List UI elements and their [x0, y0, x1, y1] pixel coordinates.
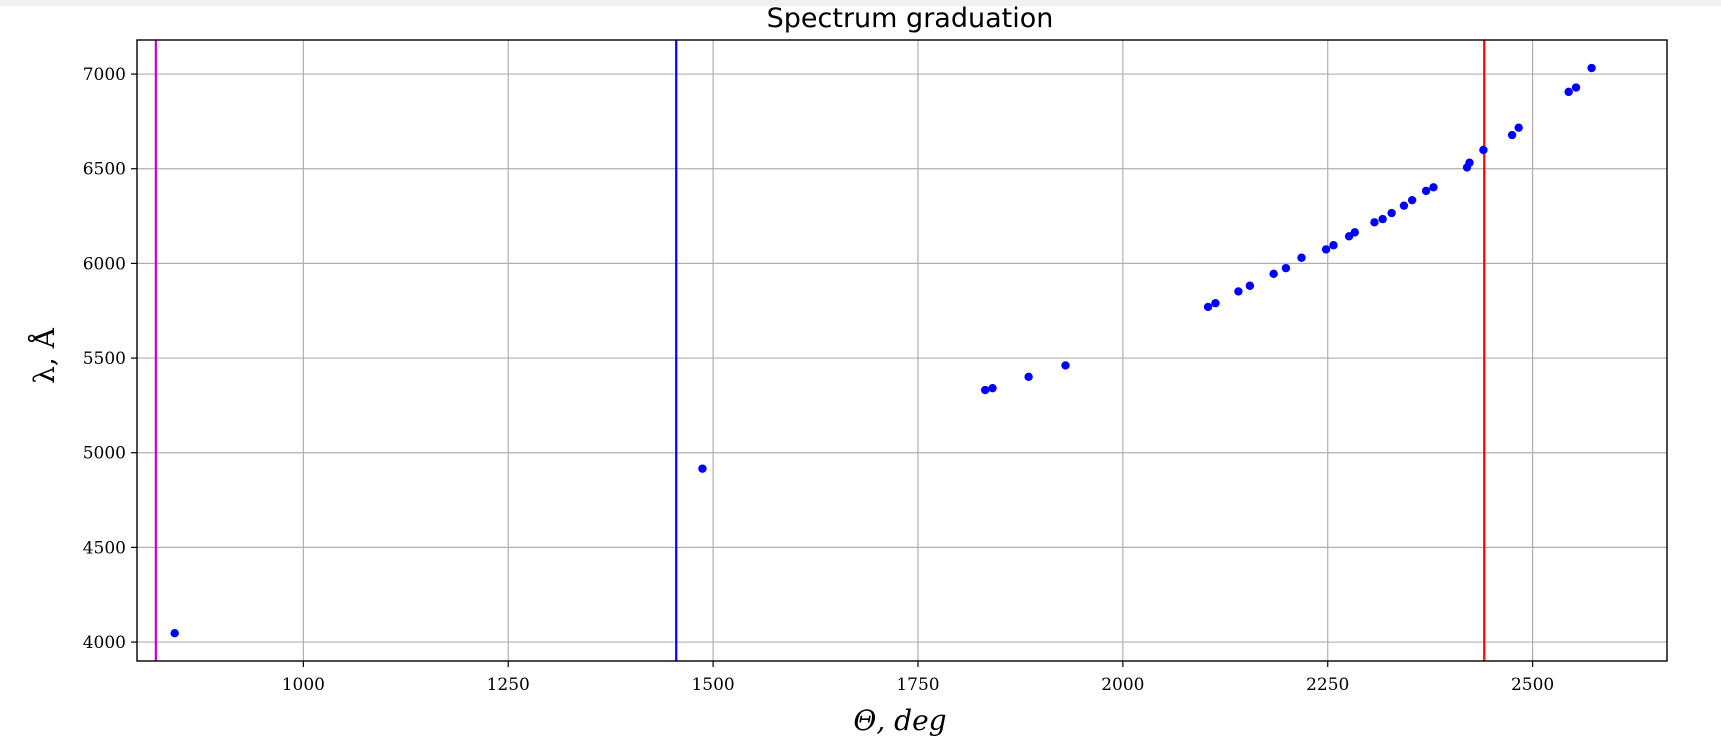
y-tick-label: 5500 [83, 349, 126, 369]
x-tick-label: 2000 [1101, 675, 1144, 695]
data-point [988, 383, 997, 393]
data-point [980, 385, 990, 395]
x-tick-label: 1500 [691, 675, 734, 695]
data-point [1297, 253, 1306, 262]
x-axis-ticks: 1000 1250 1500 1750 2000 2250 2500 [282, 661, 1554, 695]
y-tick-label: 6000 [83, 254, 126, 274]
data-point [1234, 287, 1243, 296]
y-tick-label: 7000 [83, 65, 126, 85]
data-point [1465, 158, 1474, 167]
grid [137, 40, 1667, 661]
y-tick-label: 5000 [83, 444, 126, 464]
x-tick-label: 1750 [896, 675, 939, 695]
data-point [1429, 183, 1438, 192]
data-point [1321, 245, 1331, 254]
y-tick-label: 4500 [83, 538, 126, 558]
data-point [1203, 302, 1213, 312]
data-point [1421, 186, 1431, 196]
vertical-lines [154, 40, 1486, 661]
window-top-strip [0, 0, 1721, 6]
x-axis-label: Θ, deg [853, 704, 946, 737]
y-axis-label: λ, Å [28, 327, 61, 384]
x-tick-label: 2500 [1511, 675, 1554, 695]
x-tick-label: 2250 [1306, 675, 1349, 695]
data-point [1571, 83, 1581, 92]
data-point [1269, 269, 1278, 279]
data-point [1564, 87, 1573, 97]
y-axis-ticks: 4000 4500 5000 5500 6000 6500 7000 [83, 65, 137, 653]
data-point [1329, 241, 1338, 250]
data-point [1281, 263, 1291, 273]
y-tick-label: 4000 [83, 633, 126, 653]
data-point [1387, 208, 1396, 218]
data-point [1024, 372, 1033, 382]
data-point [170, 628, 179, 638]
data-point [1211, 298, 1220, 308]
data-point [1407, 195, 1417, 205]
chart-title: Spectrum graduation [767, 3, 1054, 34]
data-point [698, 464, 707, 473]
data-point [1061, 361, 1070, 370]
data-points [170, 63, 1596, 638]
data-point [1378, 214, 1387, 224]
data-point [1587, 63, 1596, 73]
y-tick-label: 6500 [83, 160, 126, 180]
data-point [1399, 201, 1409, 210]
x-tick-label: 1000 [282, 675, 325, 695]
data-point [1479, 145, 1488, 155]
data-point [1514, 123, 1523, 132]
plot-frame [136, 39, 1668, 662]
data-point [1507, 130, 1517, 140]
data-point [1350, 228, 1359, 237]
x-tick-label: 1250 [487, 675, 530, 695]
data-point [1370, 218, 1379, 227]
data-point [1245, 281, 1255, 290]
